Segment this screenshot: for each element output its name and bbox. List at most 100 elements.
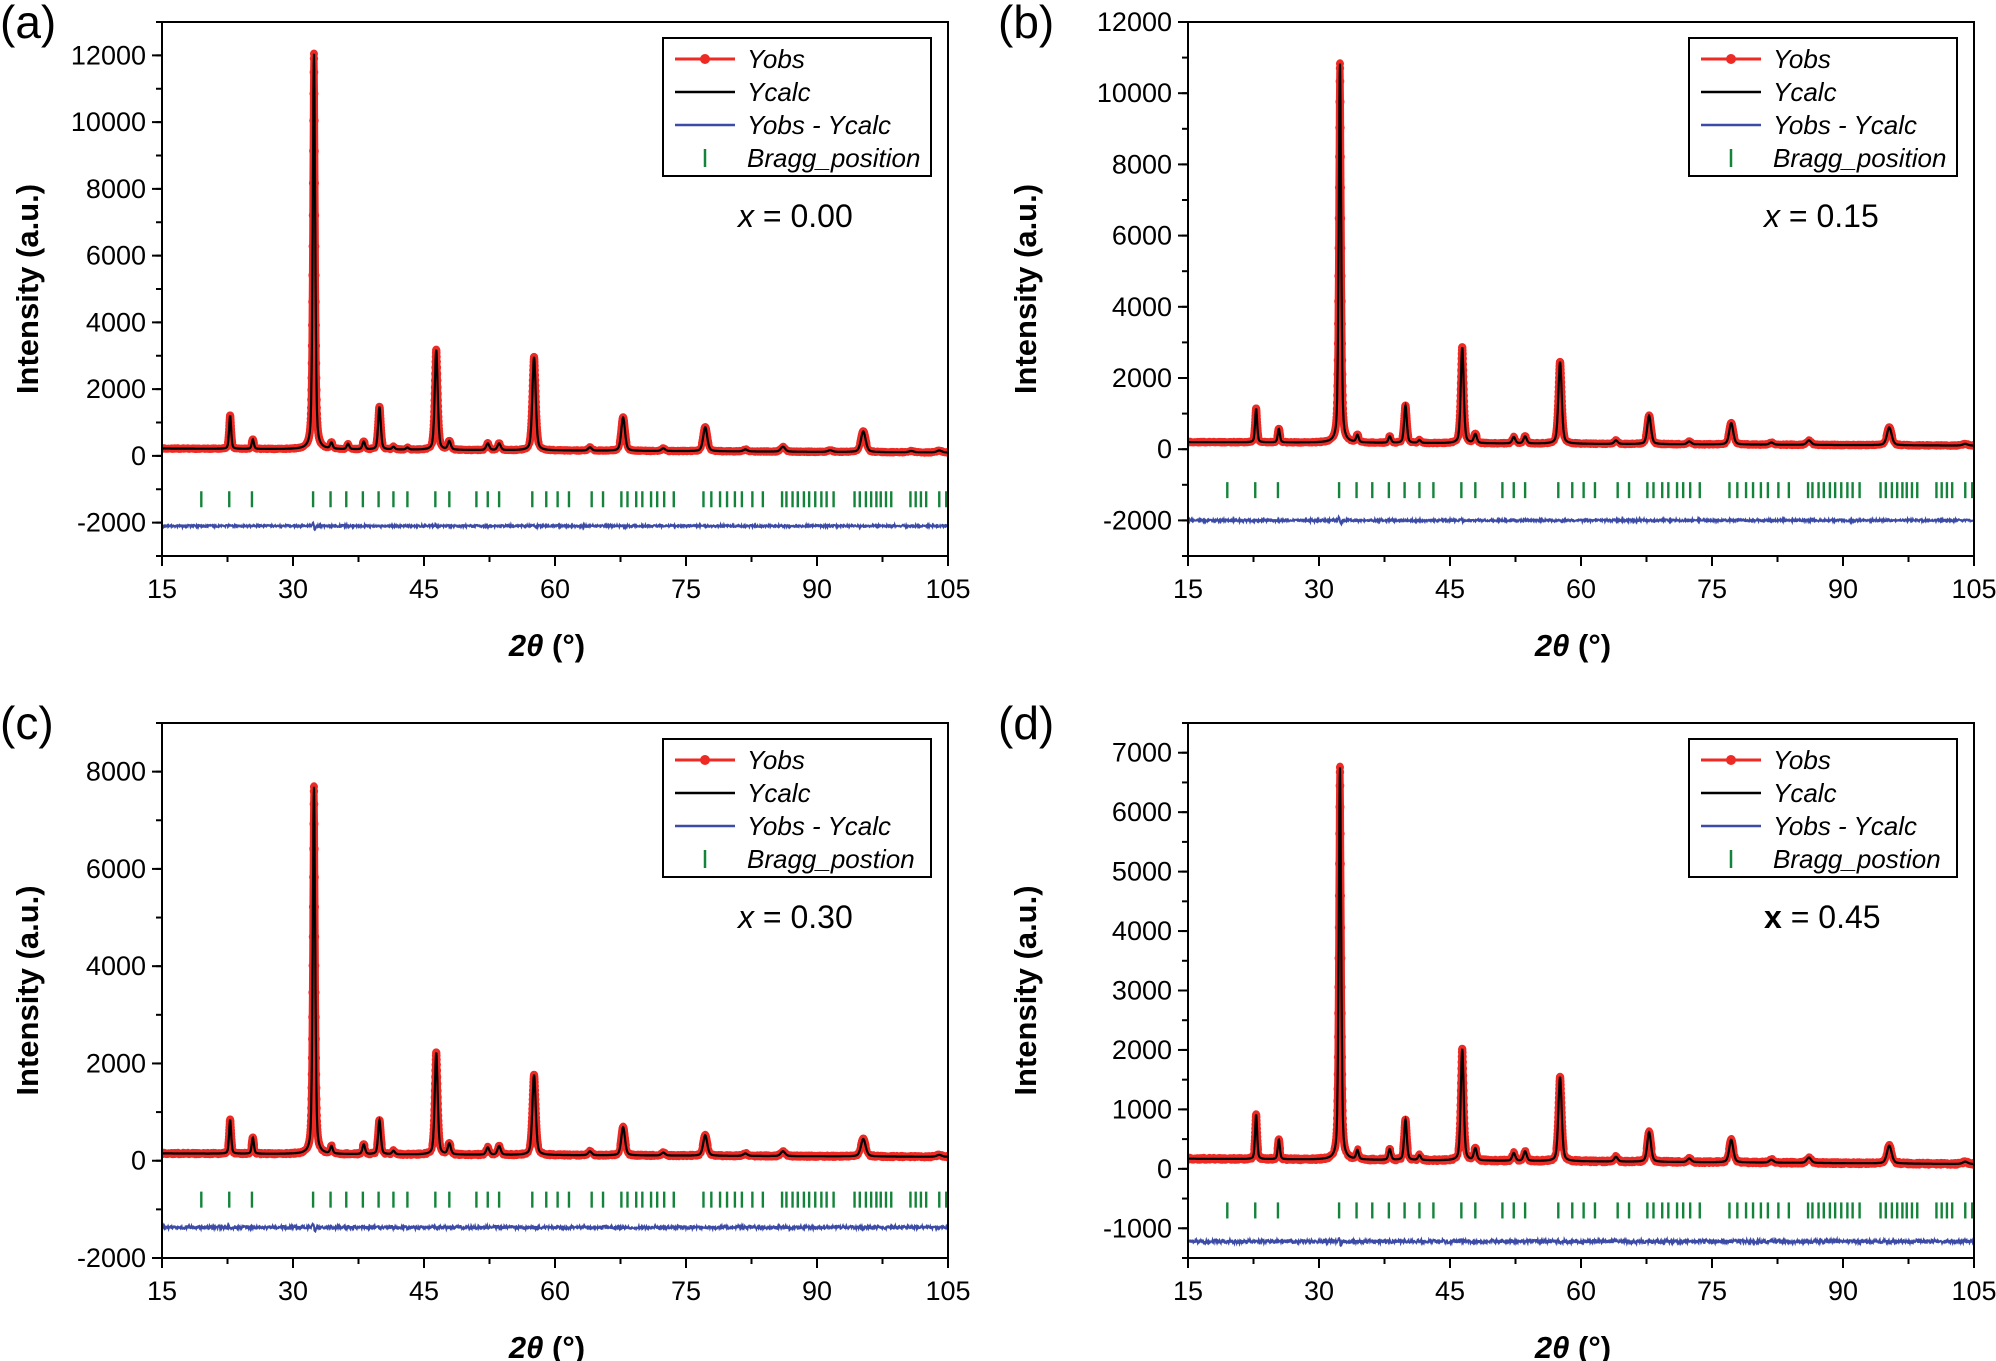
y-tick-label: 3000: [1112, 976, 1172, 1006]
y-tick-label: 6000: [1112, 221, 1172, 251]
annotation-value: = 0.45: [1782, 899, 1881, 935]
legend-label: Ycalc: [1773, 77, 1837, 107]
y-tick-label: 2000: [86, 1048, 146, 1078]
x-tick-label: 105: [925, 1276, 970, 1306]
y-tick-label: 10000: [1097, 78, 1172, 108]
annotation-variable: x: [736, 198, 755, 234]
x-tick-label: 105: [1951, 574, 1996, 604]
composition-annotation: x = 0.45: [1764, 899, 1881, 935]
ycalc-curve: [162, 786, 948, 1158]
panel-a: (a) 15 30 45 60 75 90 105 -2000 0 2000 4000 6000 8000…: [0, 0, 971, 663]
legend-marker-yobs: [700, 755, 710, 765]
x-tick-label: 45: [409, 574, 439, 604]
x-tick-label: 105: [925, 574, 970, 604]
plot-area: [1188, 762, 1974, 1248]
composition-annotation: x = 0.00: [736, 198, 853, 234]
x-tick-label: 30: [1304, 1276, 1334, 1306]
panel-c: (c) 15 30 45 60 75 90 105 -2000 0 2000 4000 6000 8000…: [0, 697, 971, 1361]
legend-marker-yobs: [1726, 54, 1736, 64]
annotation-variable: x: [1764, 899, 1782, 935]
legend-label: Ycalc: [747, 77, 811, 107]
x-tick-label: 105: [1951, 1276, 1996, 1306]
x-tick-label: 30: [278, 1276, 308, 1306]
annotation-variable: x: [736, 899, 755, 935]
legend-label: Yobs - Ycalc: [747, 811, 891, 841]
panel-label: (b): [998, 0, 1054, 48]
x-tick-label: 30: [1304, 574, 1334, 604]
y-tick-label: -1000: [1103, 1213, 1172, 1243]
x-axis-title: 2θ (°): [1534, 1330, 1611, 1361]
x-axis-title-unit: (°): [1569, 1330, 1611, 1361]
y-tick-label: 12000: [71, 40, 146, 70]
diff-curve: [162, 1221, 948, 1234]
x-tick-label: 75: [671, 1276, 701, 1306]
annotation-value: = 0.15: [1780, 198, 1879, 234]
x-tick-label: 90: [1828, 1276, 1858, 1306]
y-tick-label: -2000: [77, 1243, 146, 1273]
y-tick-label: 0: [131, 1146, 146, 1176]
x-tick-label: 75: [1697, 1276, 1727, 1306]
x-tick-label: 15: [147, 574, 177, 604]
annotation-value: = 0.00: [754, 198, 853, 234]
y-tick-label: 8000: [1112, 149, 1172, 179]
y-tick-label: 2000: [1112, 1035, 1172, 1065]
panel-b: (b) 15 30 45 60 75 90 105 -2000 0 2000 4000 6000 8000…: [998, 0, 1996, 663]
x-tick-label: 60: [540, 1276, 570, 1306]
composition-annotation: x = 0.30: [736, 899, 853, 935]
y-tick-label: -2000: [77, 508, 146, 538]
annotation-value: = 0.30: [754, 899, 853, 935]
y-tick-label: 0: [131, 441, 146, 471]
y-tick-label: 2000: [1112, 363, 1172, 393]
x-axis-title: 2θ (°): [508, 628, 585, 663]
y-tick-label: 4000: [1112, 916, 1172, 946]
y-axis-title: Intensity (a.u.): [1008, 885, 1043, 1095]
legend-label: Ycalc: [747, 778, 811, 808]
x-tick-label: 90: [802, 574, 832, 604]
legend-label: Yobs - Ycalc: [747, 110, 891, 140]
legend-label: Yobs: [1773, 745, 1831, 775]
legend-label: Ycalc: [1773, 778, 1837, 808]
legend-label: Yobs: [1773, 44, 1831, 74]
x-axis-title-unit: (°): [1569, 628, 1611, 663]
x-axis-title-symbol: 2θ: [1534, 628, 1570, 663]
diff-curve: [1188, 1235, 1974, 1248]
x-axis-title-unit: (°): [543, 1330, 585, 1361]
y-tick-label: 8000: [86, 757, 146, 787]
y-tick-label: 4000: [1112, 292, 1172, 322]
diff-curve: [162, 520, 948, 532]
legend-label: Yobs - Ycalc: [1773, 110, 1917, 140]
y-tick-label: 7000: [1112, 738, 1172, 768]
y-tick-label: 6000: [86, 854, 146, 884]
ycalc-curve: [162, 53, 948, 454]
x-tick-label: 45: [409, 1276, 439, 1306]
x-tick-label: 45: [1435, 574, 1465, 604]
y-tick-label: 0: [1157, 434, 1172, 464]
annotation-variable: x: [1762, 198, 1781, 234]
plot-area: [162, 49, 948, 532]
legend-label: Yobs - Ycalc: [1773, 811, 1917, 841]
composition-annotation: x = 0.15: [1762, 198, 1879, 234]
legend-label: Bragg_postion: [1773, 844, 1941, 874]
y-tick-label: 5000: [1112, 857, 1172, 887]
y-tick-label: 8000: [86, 174, 146, 204]
legend-label: Bragg_postion: [747, 844, 915, 874]
x-tick-label: 45: [1435, 1276, 1465, 1306]
x-tick-label: 60: [1566, 574, 1596, 604]
x-tick-label: 90: [802, 1276, 832, 1306]
panel-label: (d): [998, 697, 1054, 749]
ycalc-curve: [1188, 63, 1974, 447]
x-tick-label: 60: [540, 574, 570, 604]
x-tick-label: 15: [1173, 1276, 1203, 1306]
diff-curve: [1188, 514, 1974, 527]
legend-label: Yobs: [747, 745, 805, 775]
x-tick-label: 75: [671, 574, 701, 604]
legend-marker-yobs: [700, 54, 710, 64]
y-tick-label: 4000: [86, 307, 146, 337]
y-axis-title: Intensity (a.u.): [10, 184, 45, 394]
y-axis-title: Intensity (a.u.): [1008, 184, 1043, 394]
